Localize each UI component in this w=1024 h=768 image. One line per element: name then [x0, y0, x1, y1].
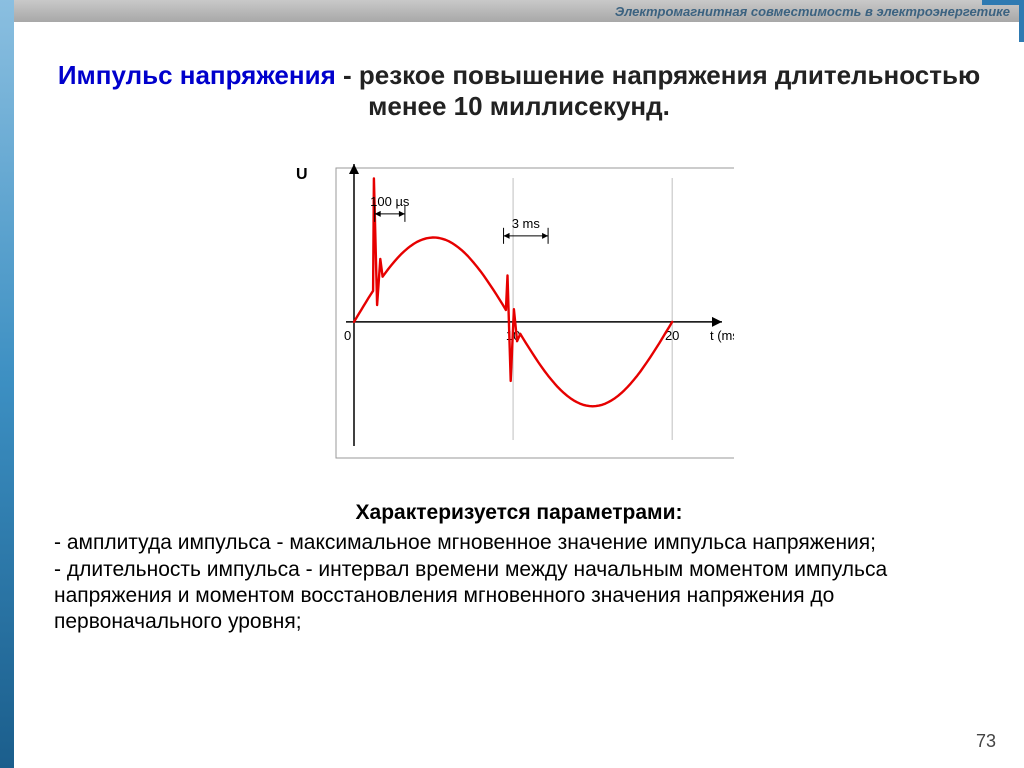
svg-text:100 µs: 100 µs: [370, 194, 410, 209]
top-bar: Электромагнитная совместимость в электро…: [14, 0, 1024, 22]
title-rest: - резкое повышение напряжения длительнос…: [336, 60, 980, 121]
subheading: Характеризуется параметрами:: [54, 500, 984, 526]
chart-container: 01020t (ms)100 µs3 ms: [304, 150, 734, 470]
bullet-1: - амплитуда импульса - максимальное мгно…: [54, 530, 984, 556]
title-block: Импульс напряжения - резкое повышение на…: [54, 60, 984, 122]
topbar-text: Электромагнитная совместимость в электро…: [615, 4, 1010, 19]
title-term: Импульс напряжения: [58, 60, 336, 90]
body-text: Характеризуется параметрами: - амплитуда…: [54, 500, 984, 635]
svg-text:t (ms): t (ms): [710, 328, 734, 343]
svg-text:3 ms: 3 ms: [512, 216, 541, 231]
page-number: 73: [976, 731, 996, 752]
slide-frame: Электромагнитная совместимость в электро…: [0, 0, 1024, 768]
bullet-2: - длительность импульса - интервал време…: [54, 557, 984, 636]
chart-svg: 01020t (ms)100 µs3 ms: [304, 150, 734, 470]
svg-text:0: 0: [344, 328, 351, 343]
